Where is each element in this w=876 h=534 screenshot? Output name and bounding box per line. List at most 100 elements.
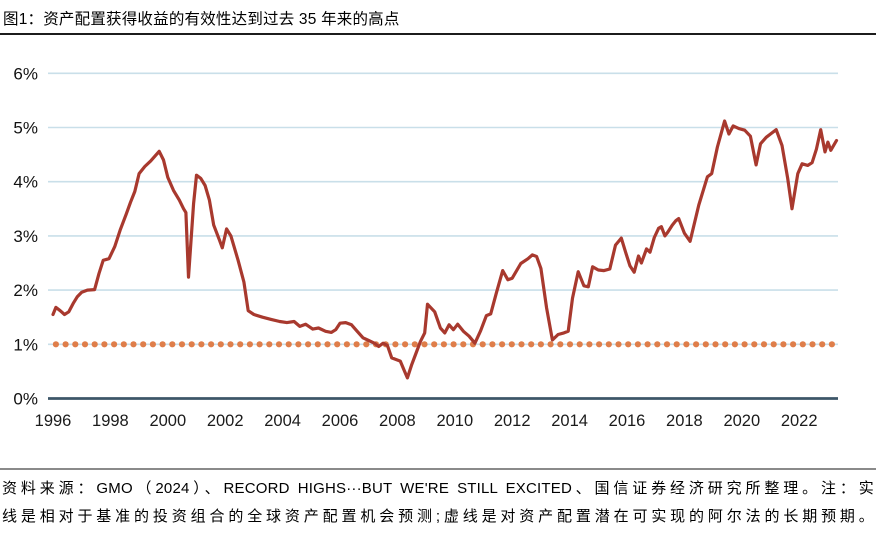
dotted-series-point — [712, 341, 719, 348]
dotted-series-point — [314, 341, 321, 348]
dotted-series-point — [547, 341, 554, 348]
dotted-series-point — [324, 341, 331, 348]
x-tick-label: 2016 — [609, 412, 646, 430]
dotted-series-point — [566, 341, 574, 348]
source-note-line2: 线是相对于基准的投资组合的全球资产配置机会预测;虚线是对资产配置潜在可实现的阿尔… — [2, 508, 874, 525]
dotted-series-point — [828, 341, 836, 348]
dotted-series-point — [111, 341, 118, 348]
dotted-series-point — [586, 341, 593, 348]
dotted-series-point — [663, 341, 671, 348]
dotted-series-point — [52, 341, 60, 348]
dotted-series-point — [741, 341, 748, 348]
dotted-series-point — [431, 341, 438, 348]
x-tick-label: 2018 — [666, 412, 703, 430]
dotted-series-line — [52, 341, 836, 348]
dotted-series-point — [450, 341, 457, 348]
dotted-series-point — [760, 341, 768, 348]
footer-divider — [0, 468, 876, 470]
x-tick-label: 2000 — [149, 412, 186, 430]
x-tick-label: 2010 — [436, 412, 473, 430]
dotted-series-point — [770, 341, 777, 348]
line-chart: 0% 1% 2% 3% 4% 5% 6% 1996 1998 2000 2002 2004 2006 20… — [13, 64, 839, 430]
dotted-series-point — [489, 341, 496, 348]
dotted-series-point — [693, 341, 700, 348]
dotted-series-point — [178, 341, 186, 348]
dotted-series-point — [266, 341, 273, 348]
dotted-series-point — [392, 341, 399, 348]
dotted-series-point — [722, 341, 729, 348]
y-tick-label: 4% — [13, 173, 38, 192]
dotted-series-point — [819, 341, 826, 348]
dotted-series-point — [673, 341, 680, 348]
dotted-series-point — [295, 341, 302, 348]
x-tick-label: 1996 — [35, 412, 72, 430]
dotted-series-point — [246, 341, 253, 348]
figure-title: 图1：资产配置获得收益的有效性达到过去 35 年来的高点 — [3, 11, 400, 28]
dotted-series-point — [731, 341, 739, 348]
y-tick-label: 6% — [13, 64, 38, 83]
dotted-series-point — [576, 341, 583, 348]
dotted-series-point — [605, 341, 612, 348]
dotted-series-point — [615, 341, 622, 348]
dotted-series-point — [751, 341, 758, 348]
dotted-series-point — [363, 341, 370, 348]
dotted-series-point — [91, 341, 98, 348]
x-tick-label: 2022 — [781, 412, 818, 430]
y-tick-label: 3% — [13, 227, 38, 246]
dotted-series-point — [644, 341, 651, 348]
dotted-series-point — [285, 341, 292, 348]
dotted-series-point — [557, 341, 564, 348]
dotted-series-point — [169, 341, 176, 348]
dotted-series-point — [809, 341, 816, 348]
dotted-series-point — [305, 341, 312, 348]
dotted-series-point — [654, 341, 661, 348]
dotted-series-point — [499, 341, 506, 348]
title-divider — [0, 33, 876, 35]
dotted-series-point — [537, 341, 545, 348]
x-tick-label: 2012 — [494, 412, 531, 430]
dotted-series-point — [402, 341, 409, 348]
dotted-series-point — [353, 341, 360, 348]
x-tick-label: 1998 — [92, 412, 129, 430]
dotted-series-point — [237, 341, 244, 348]
dotted-series-point — [518, 341, 525, 348]
x-tick-label: 2008 — [379, 412, 416, 430]
dotted-series-point — [149, 341, 156, 348]
source-note-line1: 资料来源：GMO（2024）、RECORD HIGHS···BUT WE'RE … — [2, 480, 874, 497]
dotted-series-point — [256, 341, 263, 348]
dotted-series-point — [81, 341, 89, 348]
dotted-series-point — [120, 341, 127, 348]
dotted-series-point — [508, 341, 515, 348]
dotted-series-point — [101, 341, 108, 348]
dotted-series-point — [790, 341, 797, 348]
dotted-series-point — [227, 341, 234, 348]
dotted-series-point — [479, 341, 486, 348]
y-tick-label: 1% — [13, 335, 38, 354]
x-tick-label: 2014 — [551, 412, 588, 430]
dotted-series-point — [528, 341, 535, 348]
dotted-series-point — [702, 341, 709, 348]
dotted-series-point — [343, 341, 350, 348]
y-tick-label: 0% — [13, 390, 38, 409]
dotted-series-point — [159, 341, 166, 348]
dotted-series-point — [217, 341, 224, 348]
dotted-series-point — [275, 341, 283, 348]
x-tick-label: 2002 — [207, 412, 244, 430]
dotted-series-point — [198, 341, 205, 348]
dotted-series-point — [799, 341, 806, 348]
y-tick-label: 5% — [13, 119, 38, 138]
x-tick-label: 2006 — [322, 412, 359, 430]
dotted-series-point — [440, 341, 447, 348]
dotted-series-point — [421, 341, 428, 348]
dotted-series-point — [62, 341, 69, 348]
dotted-series-point — [130, 341, 137, 348]
dotted-series-point — [596, 341, 603, 348]
dotted-series-point — [634, 341, 642, 348]
x-tick-label: 2020 — [723, 412, 760, 430]
dotted-series-point — [140, 341, 147, 348]
dotted-series-point — [208, 341, 215, 348]
x-tick-label: 2004 — [264, 412, 301, 430]
dotted-series-point — [334, 341, 341, 348]
dotted-series-point — [625, 341, 632, 348]
